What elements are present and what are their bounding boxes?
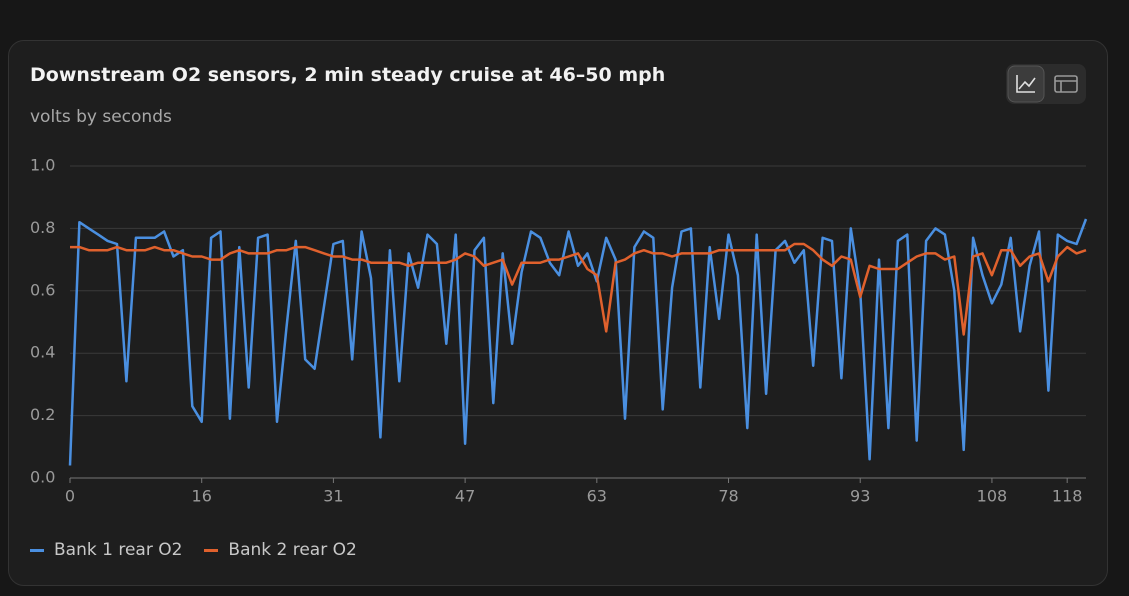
chart-title: Downstream O2 sensors, 2 min steady crui…: [30, 64, 666, 86]
x-tick-label: 78: [718, 487, 738, 506]
legend-label: Bank 2 rear O2: [228, 540, 357, 560]
series-line: [68, 218, 1088, 466]
x-tick-label: 118: [1052, 487, 1083, 506]
table-icon-lines: [1055, 80, 1077, 92]
legend-label: Bank 1 rear O2: [54, 540, 183, 560]
y-tick-label: 0.6: [30, 280, 55, 299]
x-tick-label: 16: [192, 487, 212, 506]
x-tick-label: 63: [587, 487, 607, 506]
legend-swatch: [30, 548, 44, 552]
x-tick-label: 108: [977, 487, 1008, 506]
x-tick-label: 0: [65, 487, 75, 506]
legend-swatch: [204, 548, 219, 552]
y-tick-label: 0.8: [30, 218, 55, 237]
chart-icon: [1016, 75, 1036, 93]
card: [8, 40, 1108, 586]
x-tick-label: 93: [850, 487, 870, 506]
x-tick-label: 47: [455, 487, 475, 506]
y-tick-label: 0.0: [30, 468, 55, 487]
y-tick-label: 0.2: [30, 405, 55, 424]
chart-subtitle: volts by seconds: [30, 107, 172, 127]
legend-item: Bank 2 rear O2: [204, 540, 357, 560]
x-tick-label: 31: [323, 487, 343, 506]
legend: Bank 1 rear O2 Bank 2 rear O2: [30, 540, 357, 560]
view-toggle: [1006, 64, 1086, 104]
toggle-icons: [1007, 65, 1078, 103]
legend-item: Bank 1 rear O2: [30, 540, 182, 560]
series-line: [70, 242, 1087, 336]
y-tick-label: 0.4: [30, 343, 55, 362]
table-icon: [1054, 75, 1078, 93]
y-tick-label: 1.0: [30, 156, 55, 175]
